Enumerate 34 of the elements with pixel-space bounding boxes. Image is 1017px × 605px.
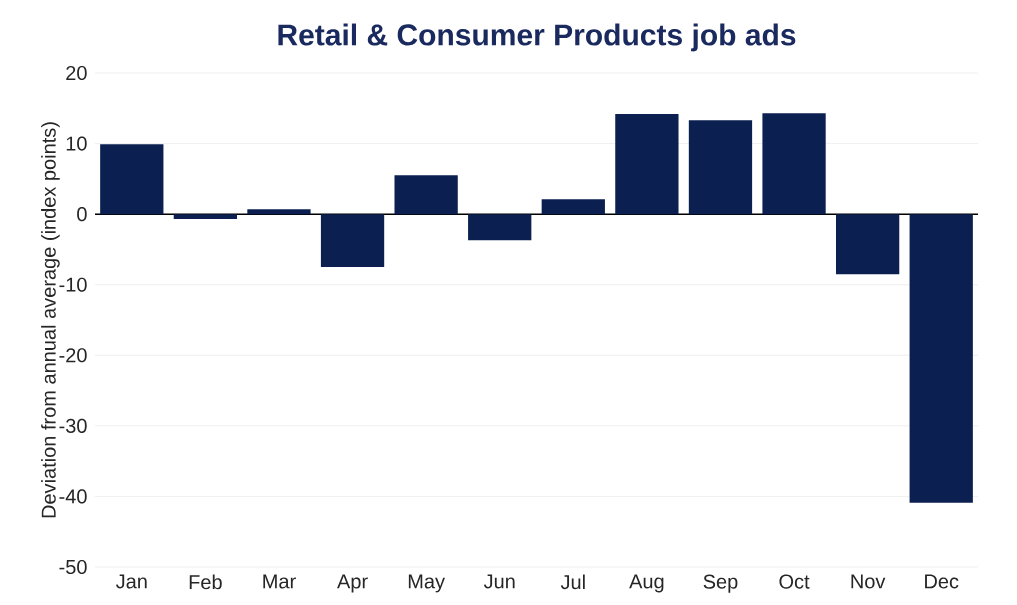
x-tick-label: Mar xyxy=(263,574,296,589)
x-tick-label: Feb xyxy=(189,574,222,590)
y-tick-label: -40 xyxy=(59,489,87,504)
y-tick-label: -50 xyxy=(59,559,87,575)
y-axis-title: Deviation from annual average (index points) xyxy=(41,122,60,518)
chart-title: Retail & Consumer Products job ads xyxy=(278,23,796,52)
bar xyxy=(909,214,973,503)
y-tick-label: -30 xyxy=(59,418,87,433)
x-tick-label: Dec xyxy=(925,574,959,589)
bar xyxy=(173,214,238,220)
bar xyxy=(394,175,458,215)
y-tick-label: -20 xyxy=(59,348,87,363)
y-tick-label: 10 xyxy=(66,136,87,151)
y-tick-label: -10 xyxy=(59,277,87,292)
x-tick-label: Jul xyxy=(560,574,585,590)
bar xyxy=(100,144,164,215)
x-tick-label: May xyxy=(408,574,445,593)
bar xyxy=(688,120,753,215)
y-tick-label: 0 xyxy=(77,207,87,222)
x-tick-label: Sep xyxy=(703,574,738,593)
y-tick-label: 20 xyxy=(66,65,87,81)
x-tick-label: Oct xyxy=(779,574,810,589)
x-tick-label: Apr xyxy=(337,574,368,593)
bar xyxy=(762,113,826,215)
x-tick-label: Aug xyxy=(629,574,664,593)
bar xyxy=(541,199,605,215)
bar xyxy=(615,113,679,215)
bar xyxy=(320,214,385,268)
bar xyxy=(835,214,900,275)
x-tick-label: Nov xyxy=(851,574,886,589)
bar xyxy=(247,209,311,215)
x-tick-label: Jan xyxy=(115,574,147,589)
x-tick-label: Jun xyxy=(483,574,515,589)
bar xyxy=(468,214,532,241)
